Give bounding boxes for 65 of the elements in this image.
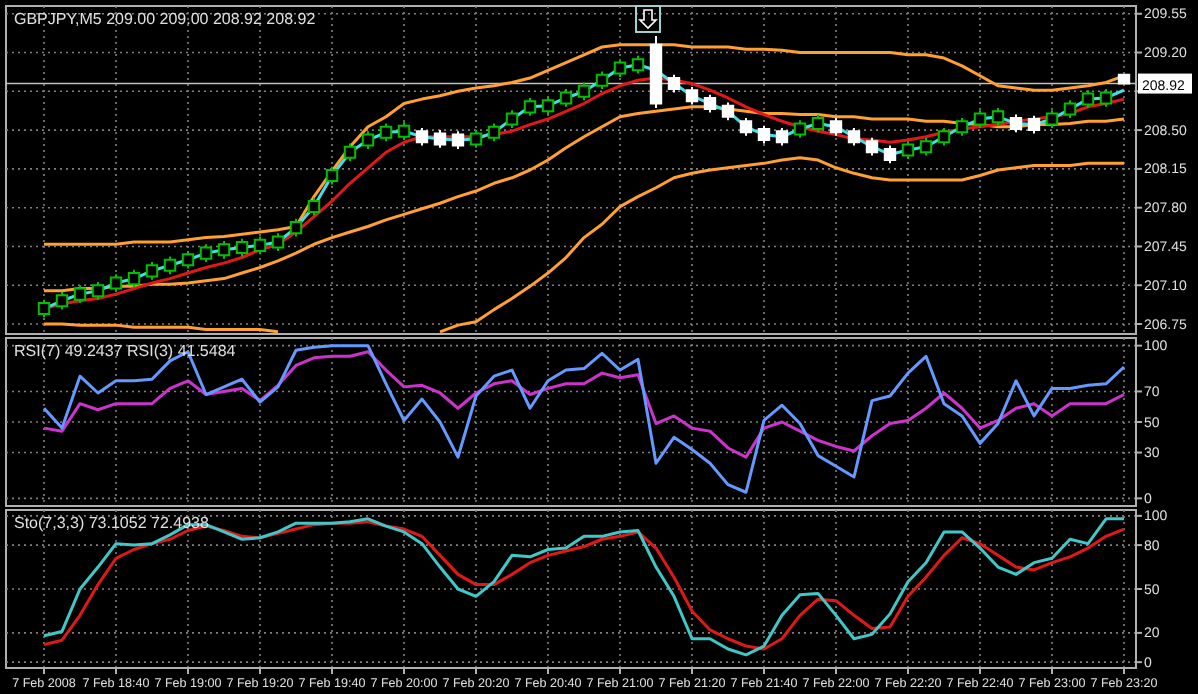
candlestick [1099, 88, 1113, 108]
candlestick [163, 255, 177, 276]
candlestick [757, 124, 771, 145]
candlestick [919, 136, 933, 157]
candlestick [991, 106, 1005, 127]
chart-title: Sto(7,3,3) 73.1052 72.4938 [14, 514, 210, 532]
candlestick [811, 113, 825, 134]
candlestick [883, 144, 897, 165]
candlestick [955, 116, 969, 137]
candlestick [379, 122, 393, 143]
candlestick [469, 129, 483, 149]
candlestick [505, 109, 519, 129]
candlestick [91, 280, 105, 301]
candlestick [667, 73, 681, 94]
candlestick [145, 260, 159, 281]
candlestick [55, 290, 69, 311]
candlestick [253, 235, 267, 256]
candlestick [127, 268, 141, 289]
candlestick [739, 116, 753, 137]
candlestick [73, 284, 87, 304]
candlestick [631, 54, 645, 75]
candlestick [451, 130, 465, 150]
candlestick [181, 249, 195, 270]
candlestick [937, 126, 951, 147]
candlestick [793, 119, 807, 139]
chart-title: RSI(7) 49.2437 RSI(3) 41.5484 [14, 342, 237, 360]
chart-title: GBPJPY,M5 209.00 209.00 208.92 208.92 [14, 10, 317, 28]
candlestick [595, 70, 609, 91]
candlestick [415, 126, 429, 147]
candlestick [865, 136, 879, 157]
candlestick [523, 96, 537, 117]
candlestick [487, 122, 501, 143]
candlestick [325, 165, 339, 186]
candlestick [37, 298, 51, 319]
candlestick [433, 129, 447, 149]
candlestick [397, 121, 411, 142]
candlestick [1045, 109, 1059, 129]
candlestick [973, 109, 987, 129]
candlestick [829, 116, 843, 137]
candlestick [271, 232, 285, 252]
candlestick [577, 81, 591, 102]
candlestick [541, 95, 555, 116]
candlestick [1009, 113, 1023, 134]
candlestick [1063, 99, 1077, 119]
candlestick [649, 34, 663, 109]
candlestick [901, 140, 915, 160]
candlestick [289, 217, 303, 238]
candlestick [343, 142, 357, 163]
candlestick [235, 237, 249, 258]
candlestick [559, 88, 573, 108]
candlestick [1081, 89, 1095, 109]
candlestick [721, 101, 735, 122]
candlestick [217, 239, 231, 260]
candlestick [685, 85, 699, 106]
candlestick [847, 126, 861, 147]
candlestick [1027, 114, 1041, 135]
candlestick [775, 126, 789, 147]
line-series [42, 105, 1126, 293]
candlestick [199, 243, 213, 263]
candlestick [613, 58, 627, 78]
candlestick [703, 93, 717, 114]
candlestick [307, 196, 321, 217]
candlestick [361, 130, 375, 150]
candlestick [109, 273, 123, 293]
candlestick [1117, 73, 1131, 85]
